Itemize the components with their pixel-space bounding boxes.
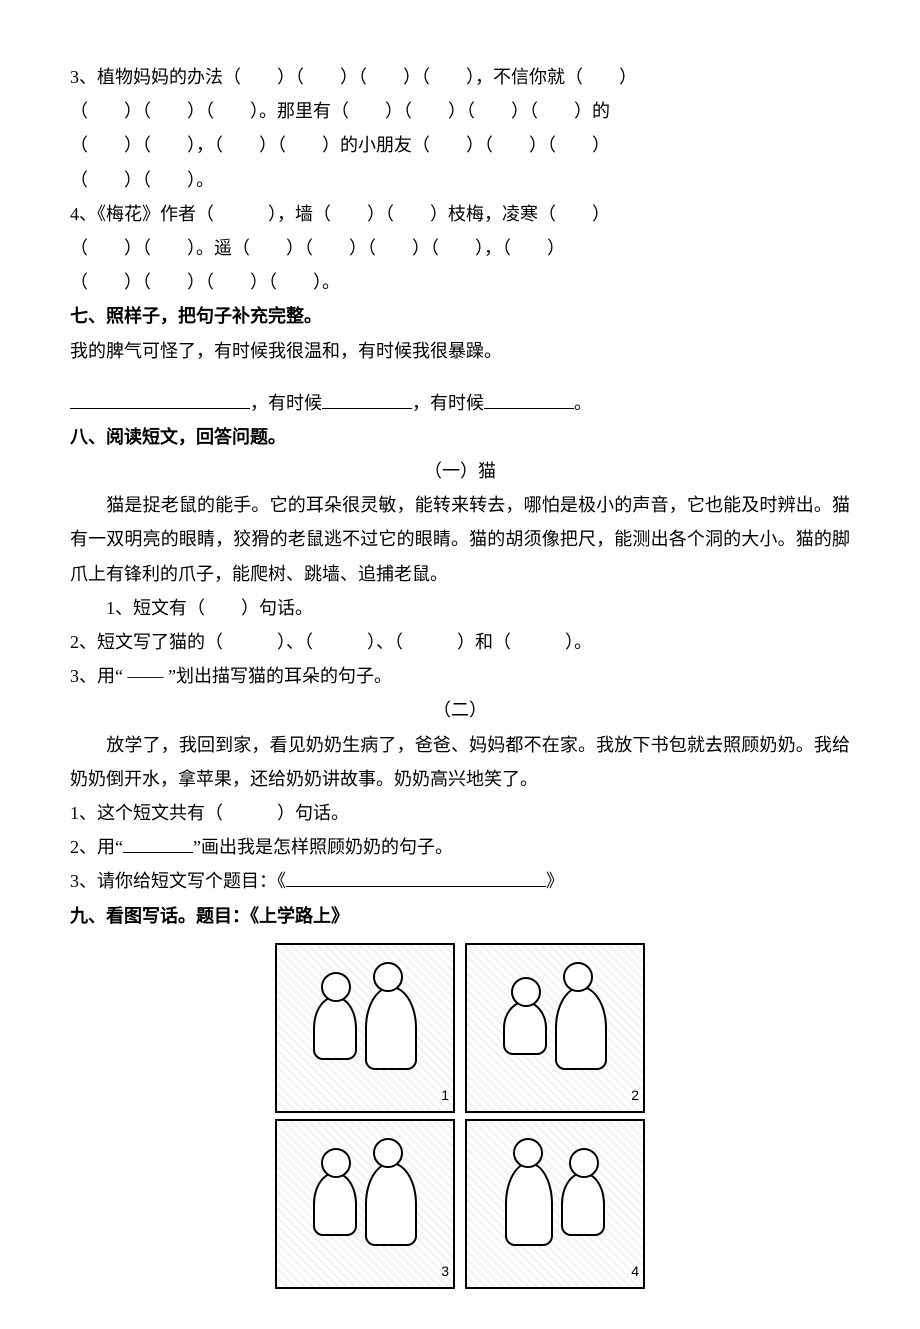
question-3: 3、植物妈妈的办法（ ）（ ）（ ）（ ），不信你就（ ） （ ）（ ）（ ）。… bbox=[70, 60, 850, 197]
q4-line3: （ ）（ ）（ ）（ ）。 bbox=[70, 265, 850, 299]
p2-q3b: 》 bbox=[546, 871, 564, 891]
p2-q2b: ”画出我是怎样照顾奶奶的句子。 bbox=[193, 837, 453, 857]
q3-line1: 3、植物妈妈的办法（ ）（ ）（ ）（ ），不信你就（ ） bbox=[70, 60, 850, 94]
fill-blank-3[interactable] bbox=[484, 390, 574, 409]
panel-num-1: 1 bbox=[441, 1082, 449, 1109]
s7-mid: ，有时候 bbox=[250, 393, 322, 413]
image-panel-3: 3 bbox=[275, 1119, 455, 1289]
q3-line4: （ ）（ ）。 bbox=[70, 163, 850, 197]
passage-2-body: 放学了，我回到家，看见奶奶生病了，爸爸、妈妈都不在家。我放下书包就去照顾奶奶。我… bbox=[70, 728, 850, 796]
p2-q2a: 2、用“ bbox=[70, 837, 123, 857]
p1-q1: 1、短文有（ ）句话。 bbox=[70, 591, 850, 625]
p2-q3-blank[interactable] bbox=[286, 868, 546, 887]
illustration-1 bbox=[283, 951, 447, 1105]
section-7-fill: ，有时候 ，有时候 。 bbox=[70, 386, 850, 420]
q4-line1: 4、《梅花》作者（ ），墙（ ）（ ）枝梅，凌寒（ ） bbox=[70, 197, 850, 231]
p2-q3: 3、请你给短文写个题目：《 》 bbox=[70, 864, 850, 898]
blank-line bbox=[70, 368, 850, 386]
question-4: 4、《梅花》作者（ ），墙（ ）（ ）枝梅，凌寒（ ） （ ）（ ）。遥（ ）（… bbox=[70, 197, 850, 300]
section-9-title: 九、看图写话。题目：《上学路上》 bbox=[70, 899, 850, 933]
p2-q1: 1、这个短文共有（ ）句话。 bbox=[70, 796, 850, 830]
image-panel-2: 2 bbox=[465, 943, 645, 1113]
p1-q3: 3、用“ —— ”划出描写猫的耳朵的句子。 bbox=[70, 659, 850, 693]
panel-num-2: 2 bbox=[631, 1082, 639, 1109]
q3-line3: （ ）（ ），（ ）（ ）的小朋友（ ）（ ）（ ） bbox=[70, 128, 850, 162]
q3-line2: （ ）（ ）（ ）。那里有（ ）（ ）（ ）（ ）的 bbox=[70, 94, 850, 128]
illustration-2 bbox=[473, 951, 637, 1105]
image-grid: 1 2 3 4 bbox=[70, 943, 850, 1289]
s7-mid2: ，有时候 bbox=[412, 393, 484, 413]
passage-1-body: 猫是捉老鼠的能手。它的耳朵很灵敏，能转来转去，哪怕是极小的声音，它也能及时辨出。… bbox=[70, 488, 850, 591]
p2-q3a: 3、请你给短文写个题目：《 bbox=[70, 871, 286, 891]
panel-num-3: 3 bbox=[441, 1258, 449, 1285]
p1-q2: 2、短文写了猫的（ ）、（ ）、（ ）和（ ）。 bbox=[70, 625, 850, 659]
image-panel-1: 1 bbox=[275, 943, 455, 1113]
p2-q2: 2、用“ ”画出我是怎样照顾奶奶的句子。 bbox=[70, 830, 850, 864]
image-panel-4: 4 bbox=[465, 1119, 645, 1289]
s7-end: 。 bbox=[574, 393, 592, 413]
p2-q2-blank[interactable] bbox=[123, 834, 193, 853]
fill-blank-2[interactable] bbox=[322, 390, 412, 409]
passage-2-title: （二） bbox=[70, 693, 850, 727]
panel-num-4: 4 bbox=[631, 1258, 639, 1285]
section-7-title: 七、照样子，把句子补充完整。 bbox=[70, 299, 850, 333]
q4-line2: （ ）（ ）。遥（ ）（ ）（ ）（ ），（ ） bbox=[70, 231, 850, 265]
section-8-title: 八、阅读短文，回答问题。 bbox=[70, 420, 850, 454]
illustration-3 bbox=[283, 1127, 447, 1281]
passage-1-title: （一）猫 bbox=[70, 454, 850, 488]
fill-blank-1[interactable] bbox=[70, 390, 250, 409]
illustration-4 bbox=[473, 1127, 637, 1281]
section-7-example: 我的脾气可怪了，有时候我很温和，有时候我很暴躁。 bbox=[70, 334, 850, 368]
